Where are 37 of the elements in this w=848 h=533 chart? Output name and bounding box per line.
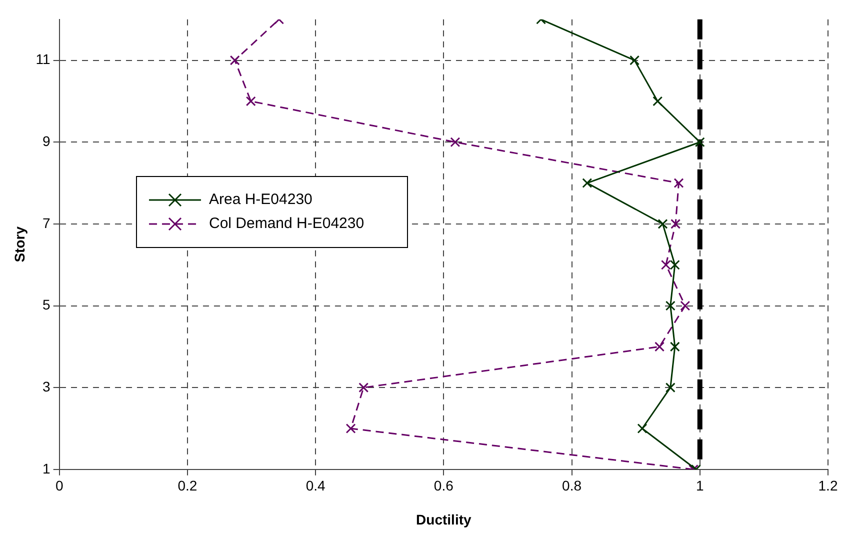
point xyxy=(652,96,663,106)
x-tick-label: 0 xyxy=(55,478,64,494)
legend-label: Col Demand H-E04230 xyxy=(209,215,366,232)
y-tick-label: 1 xyxy=(42,460,51,476)
point xyxy=(346,424,356,434)
x-tick-label: 0.8 xyxy=(562,478,582,494)
point xyxy=(637,424,648,434)
x-tick-label: 1.2 xyxy=(818,478,838,494)
point xyxy=(674,178,684,188)
y-tick-label: 3 xyxy=(42,378,51,394)
point xyxy=(670,218,681,229)
y-tick-label: 11 xyxy=(36,51,51,68)
point xyxy=(660,260,671,270)
point xyxy=(670,260,680,270)
y-tick-label: 5 xyxy=(42,296,51,313)
point xyxy=(680,300,690,311)
x-axis-title: Ductility xyxy=(416,511,472,528)
y-axis-title: Story xyxy=(11,226,28,262)
x-tick-label: 1 xyxy=(696,478,704,494)
x-tick-label: 0.2 xyxy=(178,478,198,494)
y-tick-label: 7 xyxy=(42,214,51,231)
point xyxy=(694,137,705,148)
point xyxy=(665,382,676,393)
point xyxy=(358,382,369,393)
point xyxy=(246,96,256,106)
point xyxy=(230,55,240,66)
point xyxy=(670,342,680,352)
point xyxy=(582,178,592,188)
point xyxy=(654,342,665,352)
legend-label: Area H-E04230 xyxy=(209,191,314,208)
point xyxy=(658,218,668,229)
point xyxy=(665,300,676,311)
x-tick-label: 0.4 xyxy=(306,478,326,494)
y-tick-label: 9 xyxy=(42,132,51,149)
point xyxy=(630,55,640,66)
point xyxy=(450,137,460,148)
x-tick-label: 0.6 xyxy=(434,478,454,494)
